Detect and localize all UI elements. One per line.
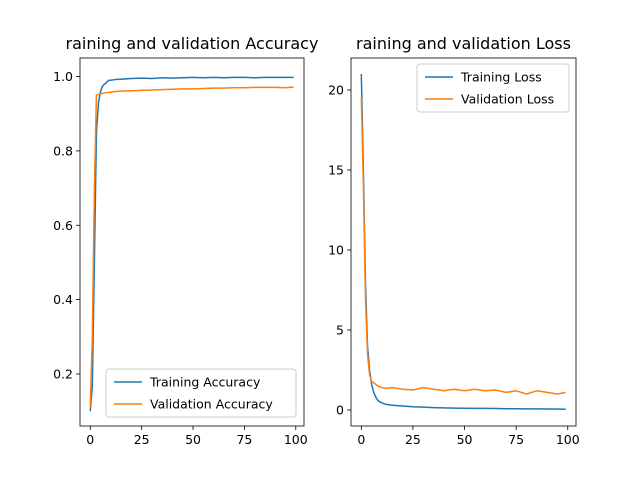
- series-line-validation-loss: [360, 97, 566, 395]
- x-tick-label: 0: [357, 432, 365, 447]
- y-tick-label: 0.2: [53, 366, 73, 381]
- legend: Training Loss Validation Loss: [416, 63, 570, 113]
- x-tick-label: 50: [457, 432, 473, 447]
- axes-frame: [350, 57, 577, 427]
- x-tick-label: 50: [185, 432, 201, 447]
- y-tick-label: 0.4: [53, 292, 73, 307]
- x-tick-label: 25: [405, 432, 421, 447]
- legend-label: Validation Loss: [461, 92, 554, 107]
- x-tick-label: 25: [134, 432, 150, 447]
- legend-label: Validation Accuracy: [150, 397, 273, 412]
- chart-title: raining and validation Loss: [356, 34, 571, 53]
- legend-label: Training Loss: [460, 70, 542, 85]
- x-tick-label: 75: [236, 432, 252, 447]
- y-tick-label: 5: [336, 323, 344, 338]
- chart-1: raining and validation Loss 0 25 50 75 100 0 5 1…: [328, 34, 580, 447]
- x-tick-label: 100: [556, 432, 580, 447]
- chart-0: raining and validation Accuracy 0 25 50 75 10…: [53, 34, 318, 447]
- series-line-training-accuracy: [89, 76, 294, 412]
- y-tick-label: 15: [328, 163, 344, 178]
- y-tick-label: 10: [328, 243, 344, 258]
- y-tick-label: 0.8: [53, 143, 73, 158]
- axes-frame: [79, 57, 305, 427]
- chart-title: raining and validation Accuracy: [66, 34, 319, 53]
- legend: Training Accuracy Validation Accuracy: [105, 368, 297, 418]
- x-tick-label: 0: [86, 432, 94, 447]
- series-line-validation-accuracy: [89, 86, 294, 408]
- y-tick-label: 20: [328, 83, 344, 98]
- legend-box: [105, 368, 297, 418]
- x-tick-label: 100: [284, 432, 308, 447]
- y-tick-label: 1.0: [53, 69, 73, 84]
- y-tick-label: 0.6: [53, 218, 73, 233]
- y-tick-label: 0: [336, 403, 344, 418]
- series-line-training-loss: [360, 73, 566, 410]
- legend-box: [416, 63, 570, 113]
- x-tick-label: 75: [508, 432, 524, 447]
- legend-label: Training Accuracy: [149, 375, 261, 390]
